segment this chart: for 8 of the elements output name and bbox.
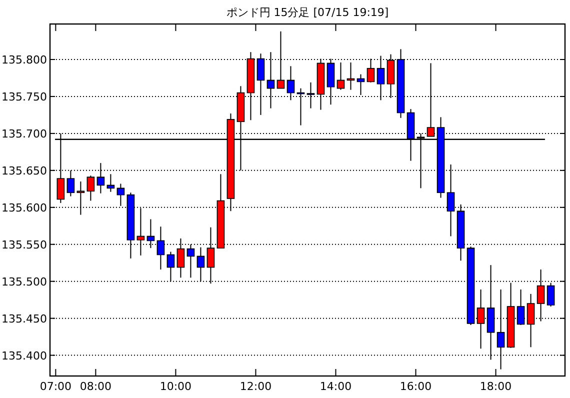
candlestick	[116, 183, 125, 206]
candlestick	[106, 174, 115, 192]
candlestick	[76, 181, 85, 216]
candlestick	[86, 175, 95, 202]
candlestick	[286, 66, 295, 101]
candlestick	[356, 74, 365, 96]
candlestick	[336, 62, 345, 90]
title: ポンド円 15分足 [07/15 19:19]	[226, 6, 389, 19]
